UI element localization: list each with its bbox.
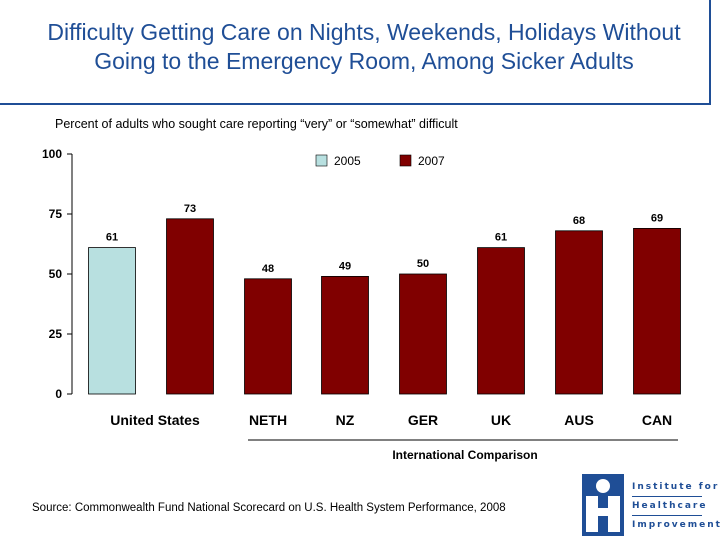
y-tick-label: 75 <box>49 207 63 221</box>
chart-subtitle: Percent of adults who sought care report… <box>55 117 458 131</box>
data-label: 48 <box>262 263 274 275</box>
x-axis-label: International Comparison <box>392 448 537 462</box>
legend-label: 2007 <box>418 154 445 168</box>
data-label: 69 <box>651 212 663 224</box>
logo-divider-2 <box>632 515 702 516</box>
chart-title: Difficulty Getting Care on Nights, Weeke… <box>0 18 728 76</box>
logo-text-line-3: Improvement <box>632 520 722 530</box>
data-label: 49 <box>339 260 351 272</box>
data-label: 50 <box>417 258 429 270</box>
title-line-1: Difficulty Getting Care on Nights, Weeke… <box>47 19 681 45</box>
bar <box>244 278 292 395</box>
y-tick-label: 0 <box>55 387 62 401</box>
logo-text-line-2: Healthcare <box>632 501 708 511</box>
x-tick-label: UK <box>491 412 511 428</box>
bar <box>321 275 369 395</box>
bar <box>166 218 214 395</box>
x-tick-label: AUS <box>564 412 594 428</box>
bar <box>555 230 603 395</box>
y-tick-label: 100 <box>42 147 62 161</box>
ihi-logo: Institute for Healthcare Improvement <box>582 474 720 536</box>
logo-text-line-1: Institute for <box>632 482 720 492</box>
y-tick-label: 50 <box>49 267 63 281</box>
data-label: 61 <box>495 232 507 244</box>
x-tick-label: NZ <box>336 412 355 428</box>
legend-swatch <box>315 154 328 167</box>
x-tick-label: GER <box>408 412 438 428</box>
data-label: 73 <box>184 203 196 215</box>
legend-label: 2005 <box>334 154 361 168</box>
x-tick-label: NETH <box>249 412 287 428</box>
y-tick-label: 25 <box>49 327 63 341</box>
ihi-logo-mark-icon <box>582 474 624 536</box>
x-tick-label: CAN <box>642 412 672 428</box>
data-label: 68 <box>573 215 585 227</box>
bar <box>399 273 447 395</box>
title-vertical-rule <box>709 0 711 103</box>
legend-swatch <box>399 154 412 167</box>
x-tick-label: United States <box>110 412 200 428</box>
bar <box>633 227 681 395</box>
bar <box>88 247 136 395</box>
logo-divider-1 <box>632 496 702 497</box>
title-line-2: Going to the Emergency Room, Among Sicke… <box>94 48 634 74</box>
bar <box>477 247 525 395</box>
source-note: Source: Commonwealth Fund National Score… <box>32 502 506 514</box>
title-divider <box>0 103 711 105</box>
data-label: 61 <box>106 232 118 244</box>
